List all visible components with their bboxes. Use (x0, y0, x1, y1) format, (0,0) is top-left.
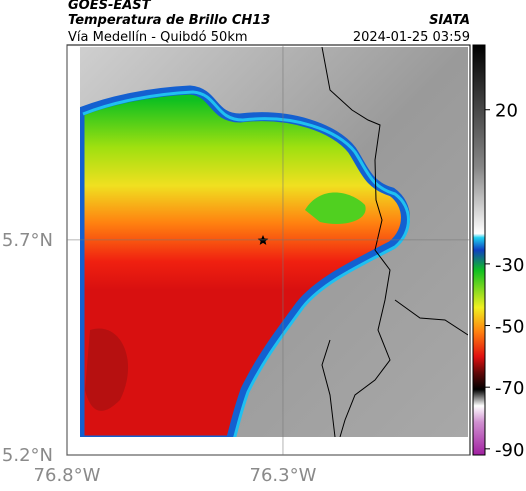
colorbar-tick-label: -50 (495, 317, 524, 338)
title: Temperatura de Brillo CH13 (68, 13, 270, 28)
y-tick-label: 5.7°N (2, 230, 53, 251)
colorbar-tick-label: -90 (495, 440, 524, 461)
source: GOES-EAST (68, 0, 152, 13)
x-tick-label: 76.3°W (250, 465, 317, 486)
colorbar-tick-label: -30 (495, 255, 524, 276)
satellite-image (80, 47, 468, 437)
colorbar-tick-label: -70 (495, 378, 524, 399)
x-tick-label: 76.8°W (34, 465, 101, 486)
subtitle: Vía Medellín - Quibdó 50km (68, 30, 248, 45)
agency: SIATA (429, 13, 470, 28)
colorbar (472, 44, 486, 456)
timestamp: 2024-01-25 03:59 (353, 30, 470, 45)
colorbar-tick-label: 20 (495, 101, 518, 122)
y-tick-label: 5.2°N (2, 445, 53, 466)
